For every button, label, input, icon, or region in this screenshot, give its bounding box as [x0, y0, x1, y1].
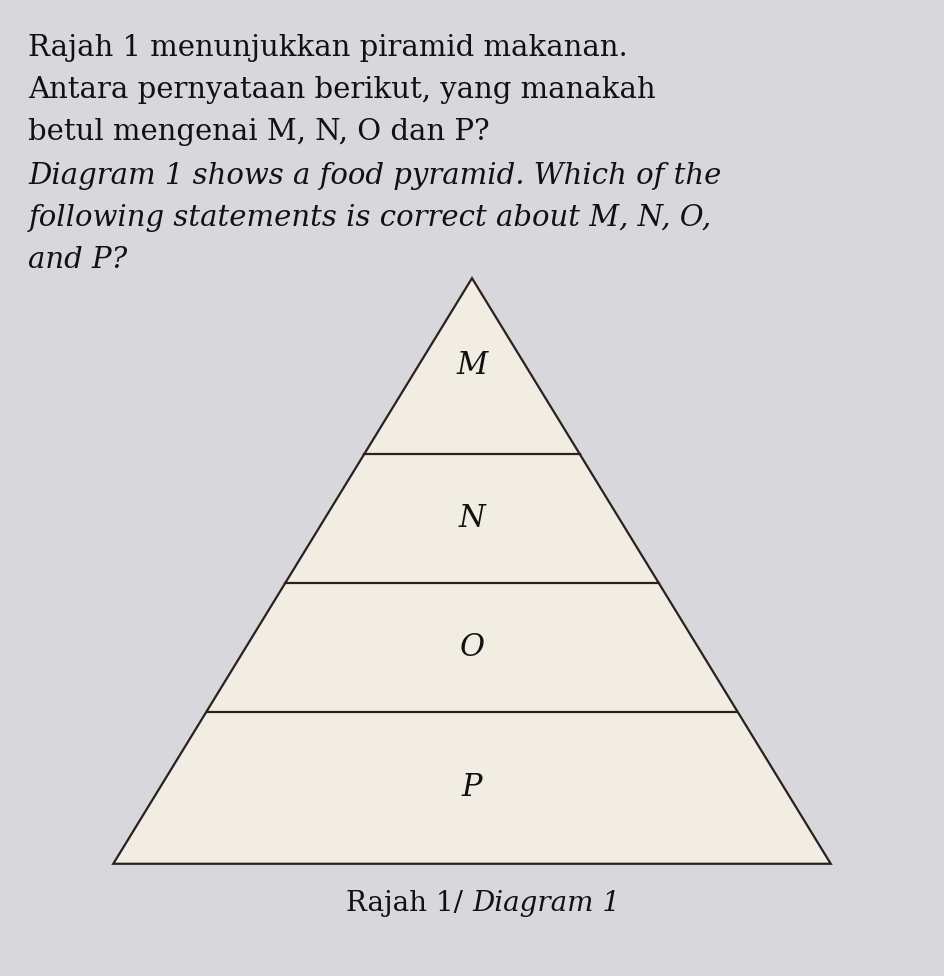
Text: and P?: and P? — [28, 246, 127, 274]
Text: following statements is correct about M, N, O,: following statements is correct about M,… — [28, 204, 712, 232]
Text: Diagram 1 shows a food pyramid. Which of the: Diagram 1 shows a food pyramid. Which of… — [28, 162, 722, 190]
Polygon shape — [113, 278, 831, 864]
Text: N: N — [459, 503, 485, 534]
Text: Antara pernyataan berikut, yang manakah: Antara pernyataan berikut, yang manakah — [28, 76, 656, 104]
Text: Rajah 1/: Rajah 1/ — [346, 890, 472, 917]
Text: Diagram 1: Diagram 1 — [472, 890, 620, 917]
Text: Rajah 1 menunjukkan piramid makanan.: Rajah 1 menunjukkan piramid makanan. — [28, 34, 628, 62]
Text: betul mengenai M, N, O dan P?: betul mengenai M, N, O dan P? — [28, 118, 490, 146]
Text: M: M — [456, 350, 488, 382]
Text: O: O — [460, 631, 484, 663]
Text: P: P — [462, 772, 482, 803]
